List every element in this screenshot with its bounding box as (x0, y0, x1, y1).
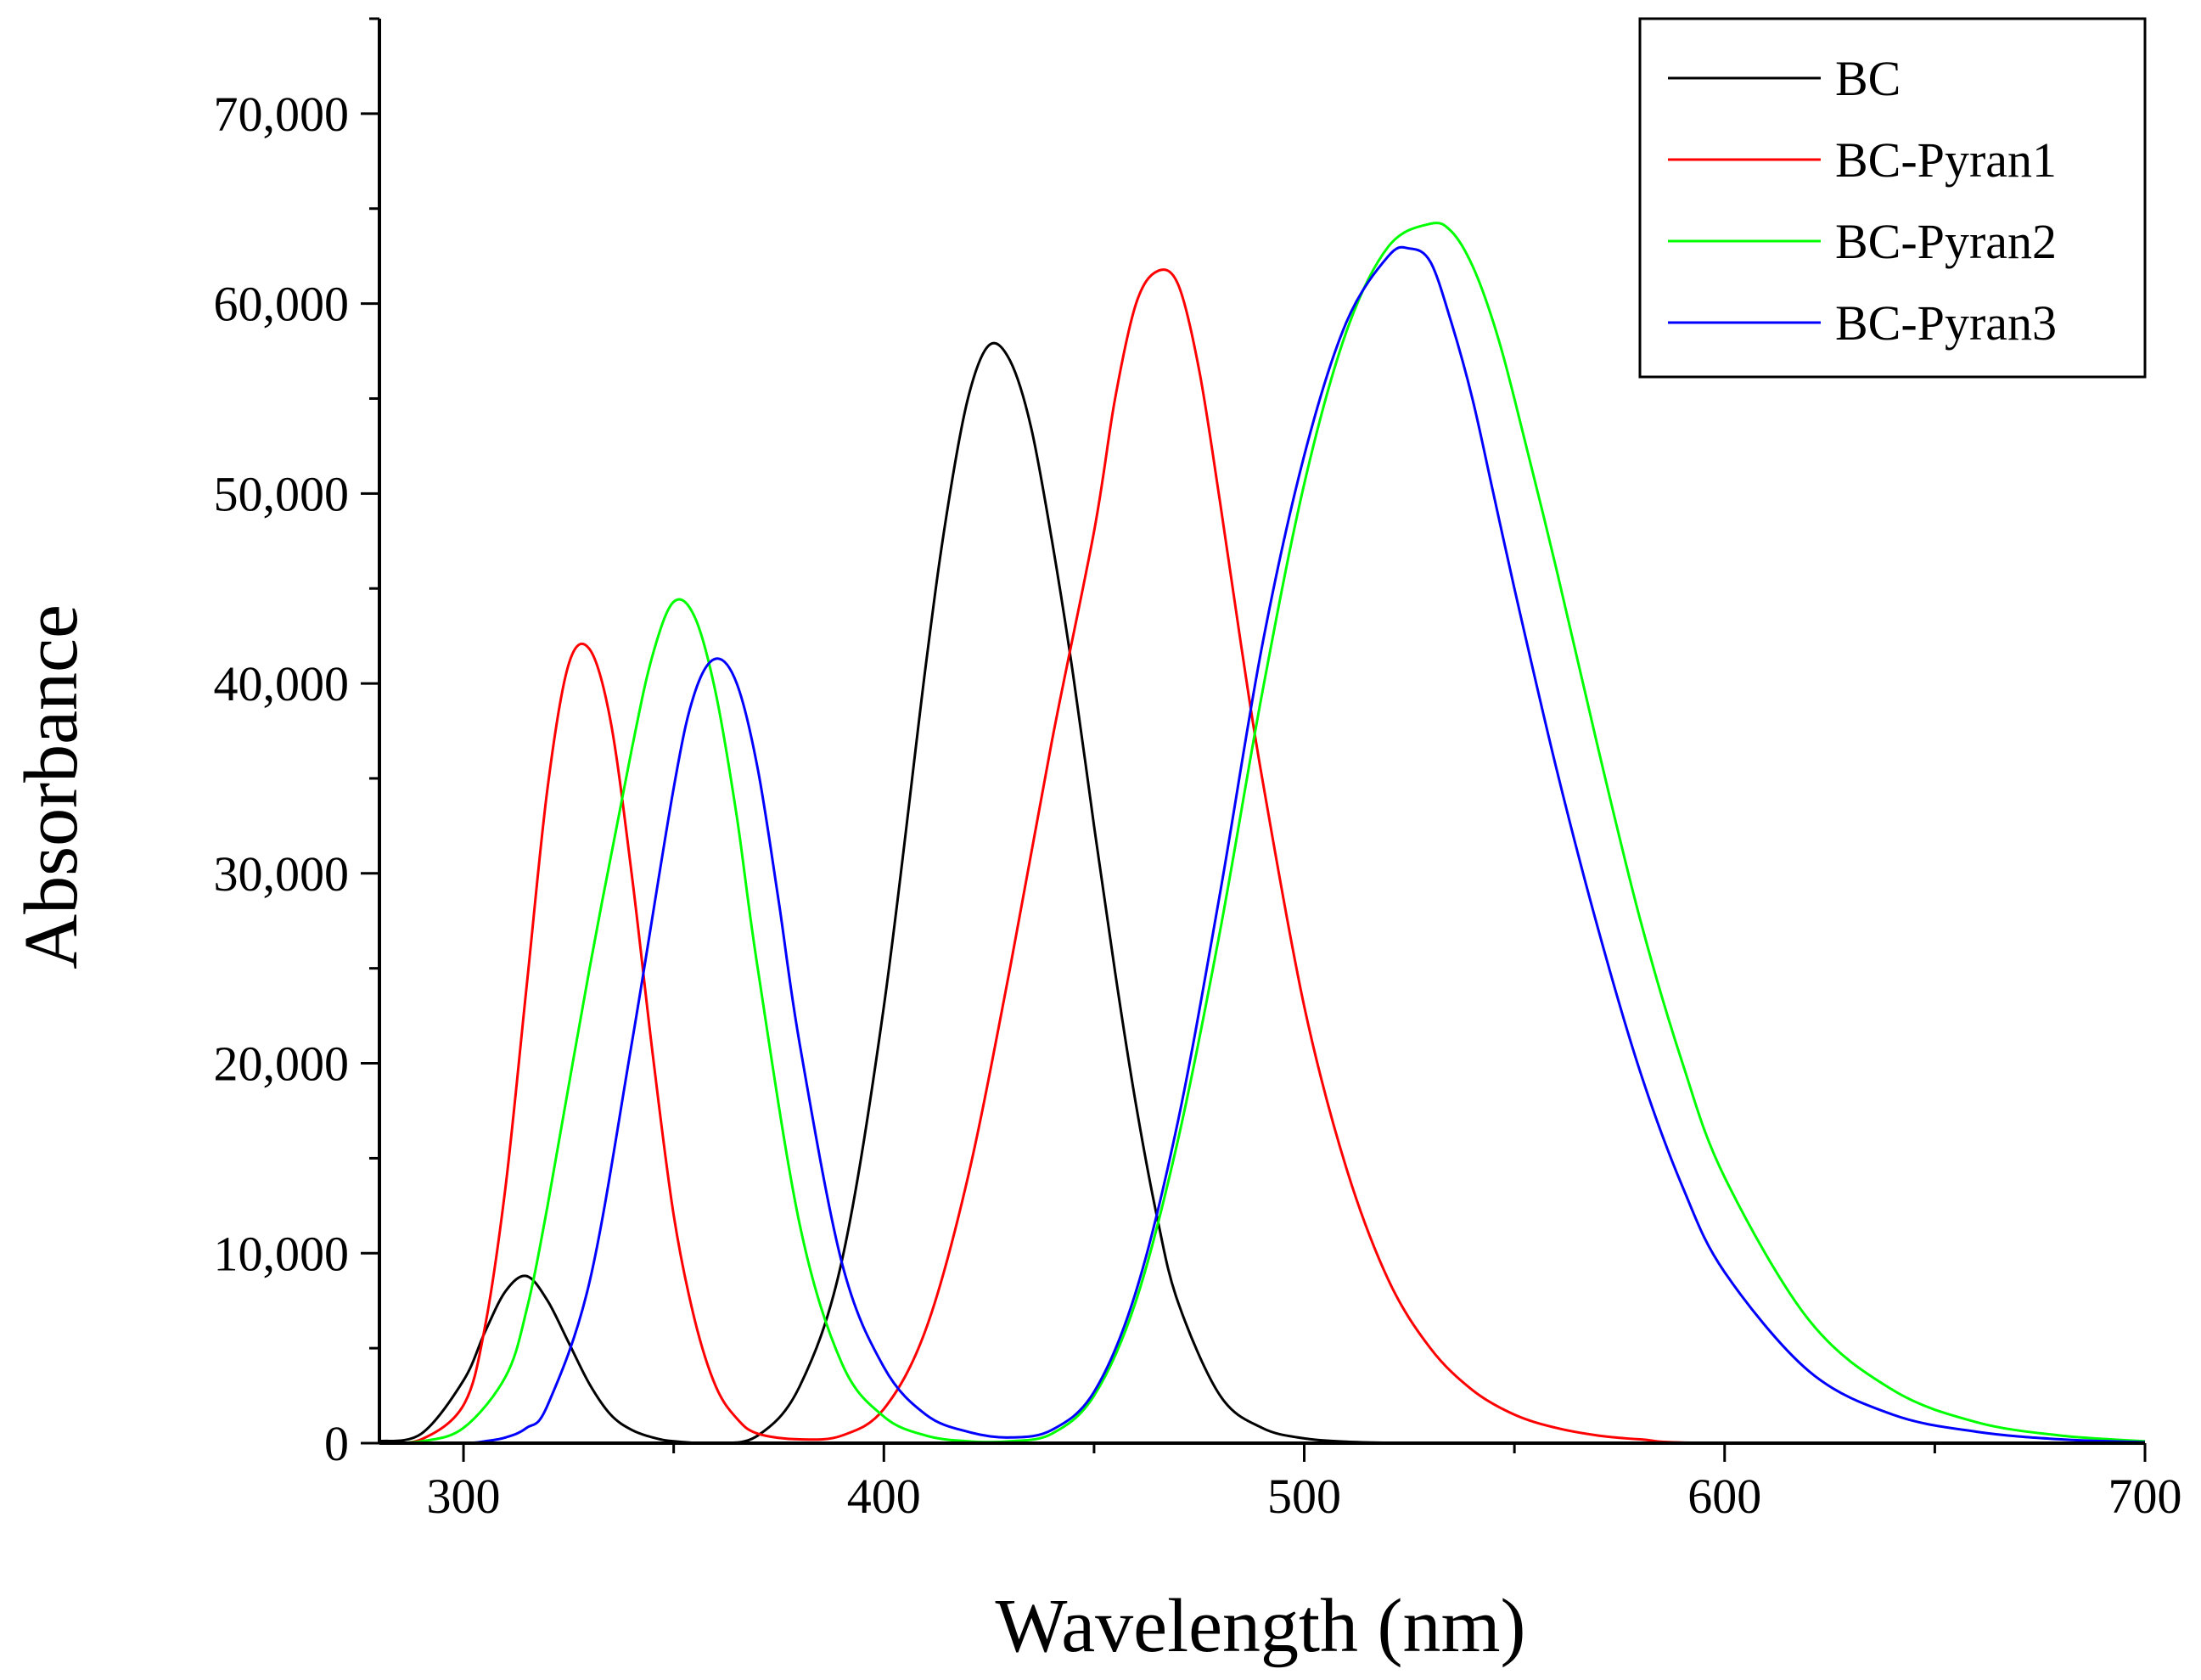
x-tick-label: 600 (1687, 1469, 1761, 1524)
axes-layer: 300 400 500 600 700 0 10,000 20,000 30,000 40,000… (214, 17, 2182, 1524)
legend: BC BC-Pyran1 BC-Pyran2 BC-Pyran3 (1638, 17, 2147, 379)
y-tick-label: 0 (324, 1416, 349, 1471)
legend-label: BC-Pyran1 (1835, 132, 2057, 188)
y-tick-label: 20,000 (214, 1037, 350, 1092)
y-tick-label: 10,000 (214, 1226, 350, 1281)
series-line-bc-pyran2 (379, 222, 2146, 1445)
series-line-bc-pyran3 (379, 245, 2146, 1445)
legend-label: BC-Pyran3 (1835, 295, 2057, 351)
y-tick-label: 30,000 (214, 846, 350, 902)
series-line-bc-pyran1 (379, 268, 2146, 1445)
x-axis-title: Wavelength (nm) (995, 1584, 1525, 1668)
legend-label: BC (1835, 51, 1901, 106)
x-tick-label: 700 (2108, 1469, 2182, 1524)
x-tick-label: 400 (847, 1469, 921, 1524)
y-tick-label: 40,000 (214, 656, 350, 711)
y-tick-label: 50,000 (214, 466, 350, 521)
x-tick-label: 300 (427, 1469, 501, 1524)
y-tick-label: 70,000 (214, 87, 350, 142)
x-tick-label: 500 (1267, 1469, 1341, 1524)
legend-label: BC-Pyran2 (1835, 214, 2057, 269)
y-tick-label: 60,000 (214, 277, 350, 332)
y-axis-title: Absorbance (9, 604, 93, 969)
